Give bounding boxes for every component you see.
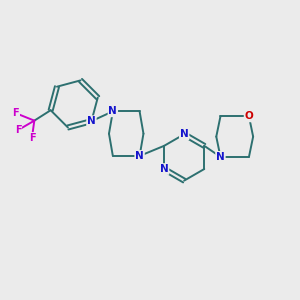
Text: N: N — [135, 151, 144, 161]
Text: F: F — [28, 133, 35, 143]
Text: N: N — [180, 129, 189, 139]
Text: N: N — [109, 106, 117, 116]
Text: F: F — [15, 125, 21, 135]
Text: N: N — [160, 164, 169, 174]
Text: N: N — [87, 116, 96, 126]
Text: O: O — [244, 111, 253, 122]
Text: N: N — [216, 152, 225, 162]
Text: F: F — [13, 108, 19, 118]
